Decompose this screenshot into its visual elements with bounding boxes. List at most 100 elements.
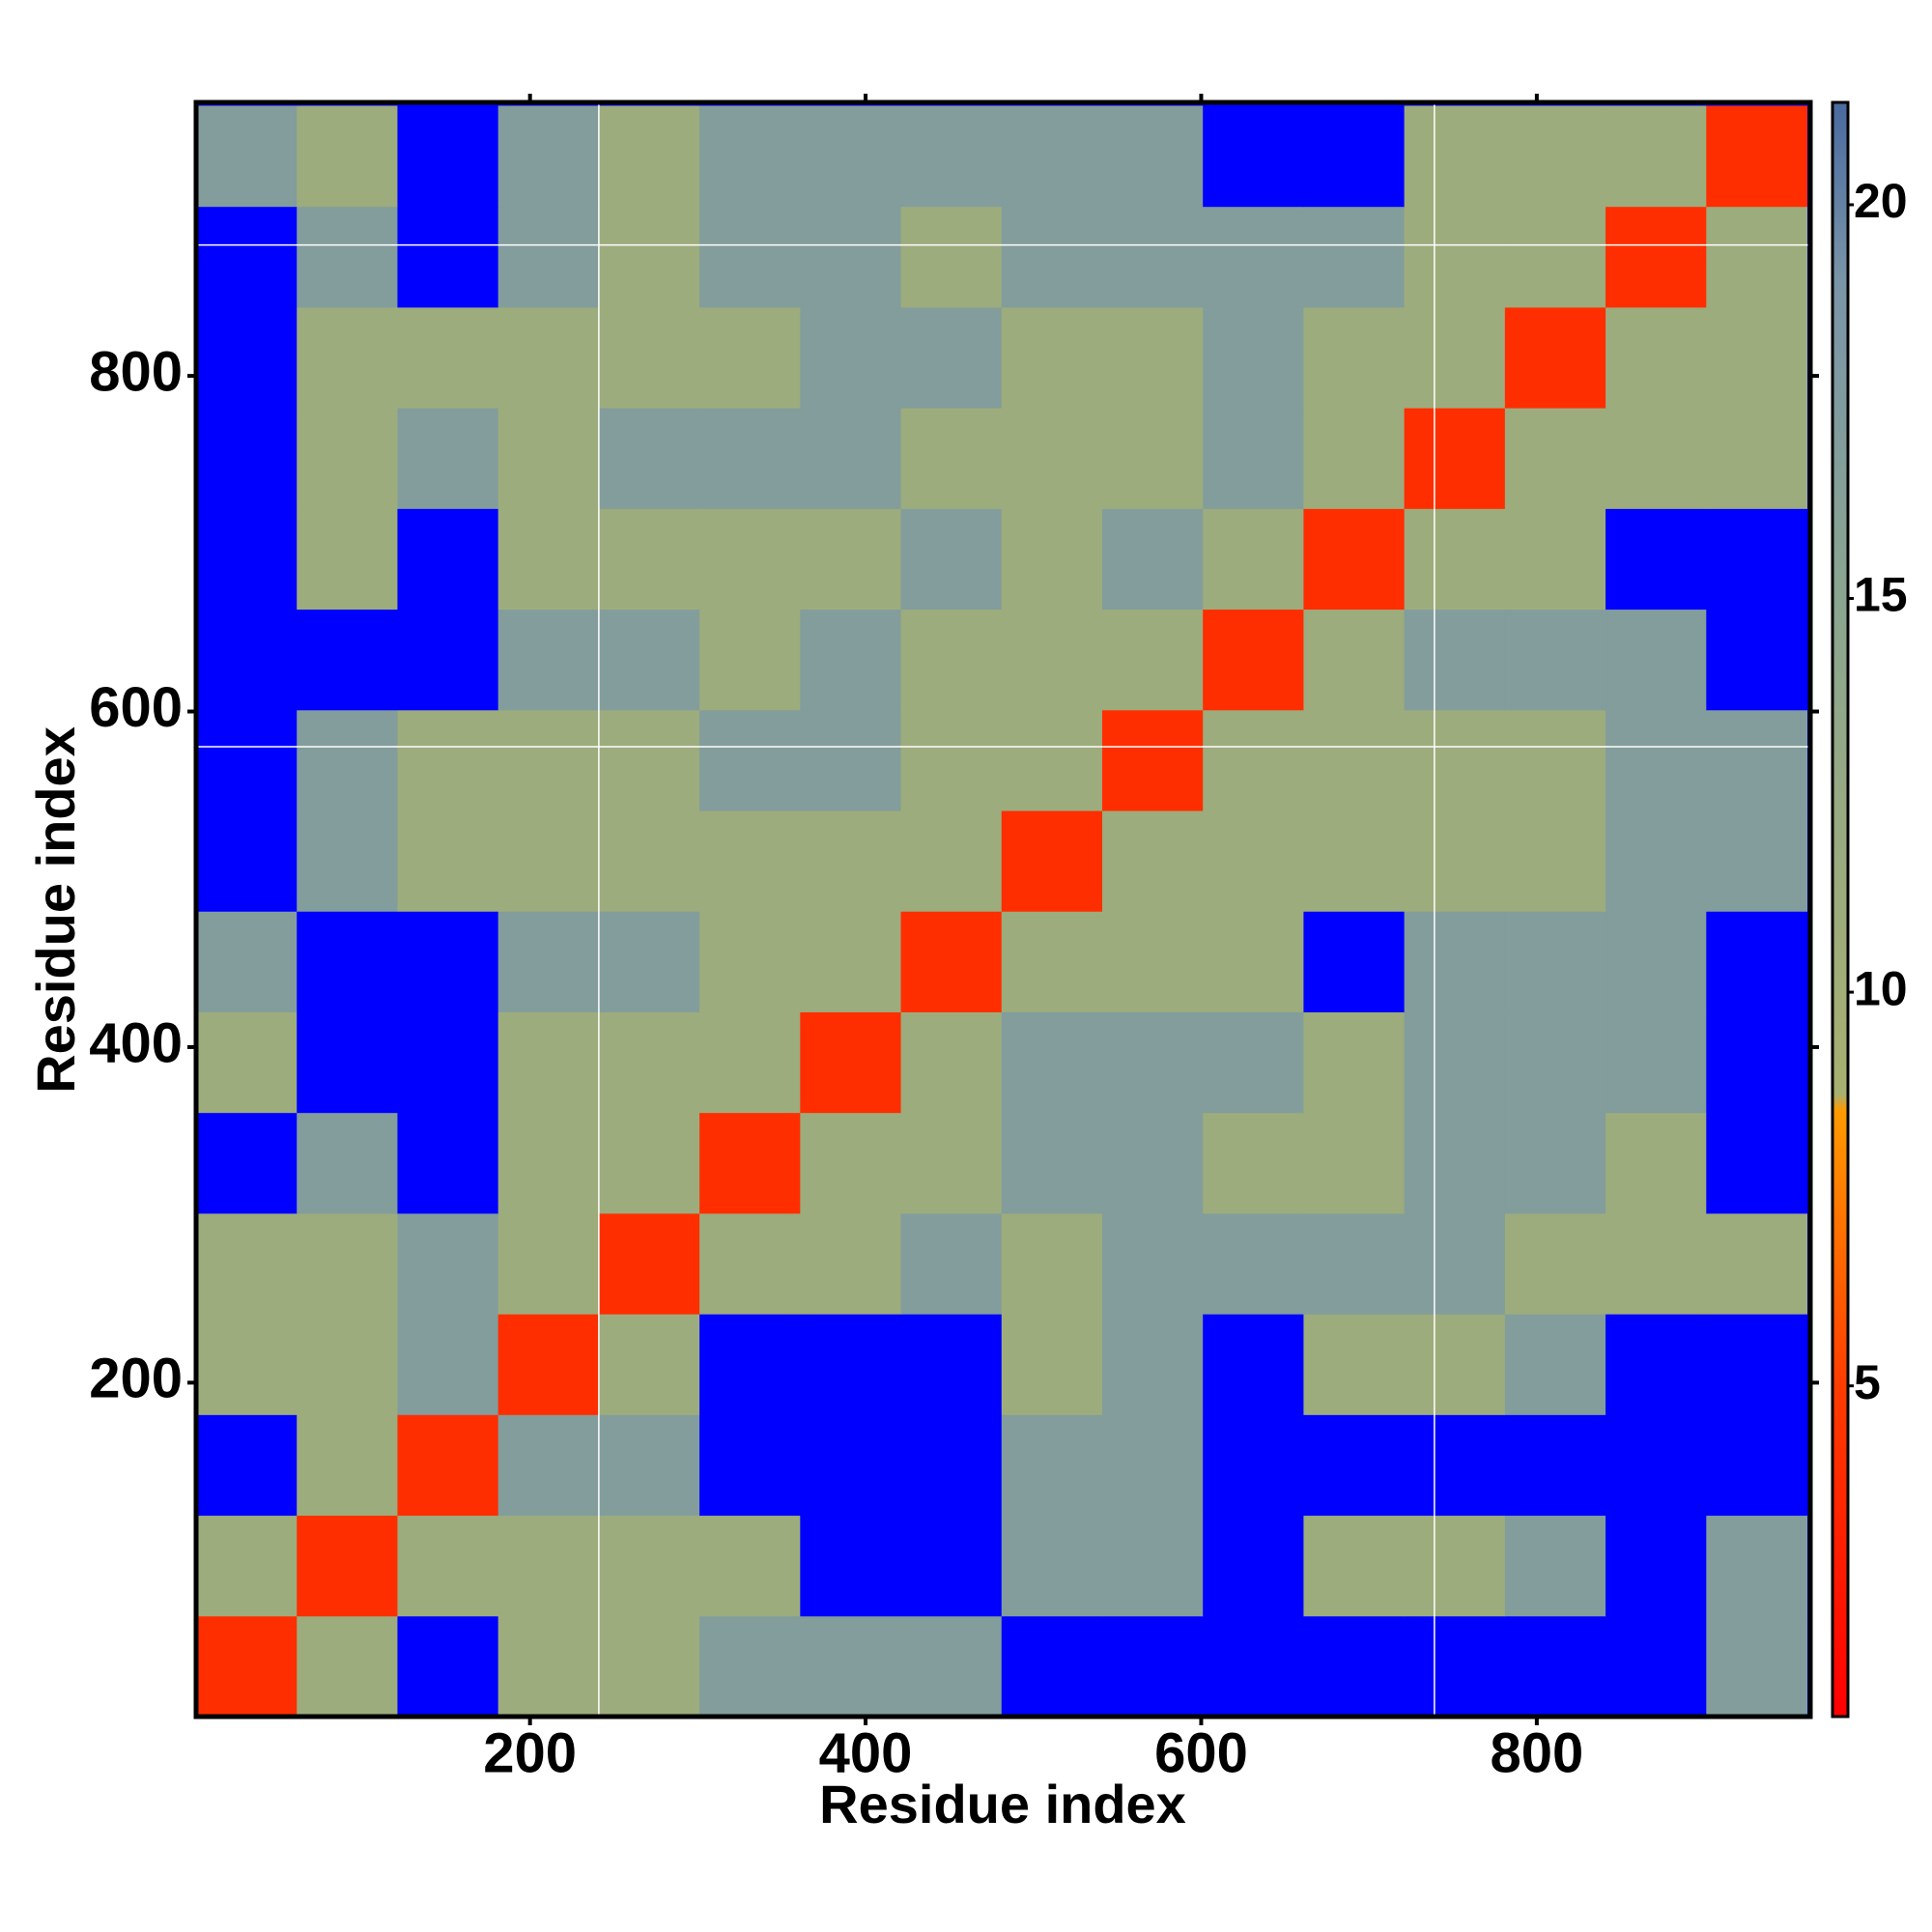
heatmap-cell: [1504, 1314, 1606, 1415]
heatmap-cell: [1504, 810, 1606, 912]
heatmap-cell: [196, 408, 298, 509]
heatmap-cell: [1001, 105, 1103, 208]
heatmap-cell: [297, 1615, 398, 1718]
heatmap-cell: [1504, 1615, 1606, 1718]
heatmap-cell: [900, 408, 1003, 509]
colorbar-tick-label: 15: [1854, 568, 1908, 622]
heatmap-cell: [397, 1112, 499, 1214]
heatmap-cell: [297, 105, 398, 208]
heatmap-cell: [1101, 1615, 1204, 1718]
heatmap-cell: [397, 306, 499, 409]
heatmap-cell: [598, 408, 700, 509]
heatmap-cell: [800, 810, 902, 912]
heatmap-cell: [497, 1414, 600, 1517]
heatmap-cell: [196, 1314, 298, 1415]
heatmap-cell: [1706, 306, 1808, 409]
heatmap-cell: [297, 1212, 398, 1315]
heatmap-cell: [1203, 1615, 1304, 1718]
heatmap-cell: [800, 306, 902, 409]
heatmap-cell: [598, 1515, 700, 1617]
heatmap-cell: [497, 306, 600, 409]
heatmap-cell: [699, 408, 801, 509]
heatmap-cell: [1706, 1212, 1808, 1315]
heatmap-cell: [196, 709, 298, 811]
heatmap-cell: [800, 508, 902, 611]
heatmap-cell: [1404, 206, 1506, 308]
y-tick-label: 600: [89, 676, 183, 739]
heatmap-cell: [497, 1314, 600, 1415]
heatmap-cell: [1101, 1212, 1204, 1315]
heatmap-cell: [497, 1011, 600, 1114]
heatmap-cell: [1504, 1414, 1606, 1517]
heatmap-cell: [900, 206, 1003, 308]
heatmap-cell: [1504, 1212, 1606, 1315]
heatmap-cell: [1203, 1414, 1304, 1517]
x-tick-label: 800: [1490, 1721, 1583, 1784]
heatmap-cell: [1404, 1112, 1506, 1214]
heatmap-cell: [1303, 1112, 1406, 1214]
heatmap-cell: [1101, 1314, 1204, 1415]
heatmap-cell: [397, 105, 499, 208]
colorbar-tick-label: 10: [1854, 961, 1908, 1015]
heatmap-cell: [1605, 206, 1707, 308]
heatmap-cell: [397, 1212, 499, 1315]
heatmap-cell: [800, 1515, 902, 1617]
heatmap-cell: [800, 1615, 902, 1718]
heatmap-cell: [297, 306, 398, 409]
heatmap-cell: [297, 206, 398, 308]
heatmap-cell: [1001, 1112, 1103, 1214]
heatmap-cell: [1404, 1212, 1506, 1315]
heatmap-cell: [598, 1615, 700, 1718]
plot-frame: [193, 99, 1813, 1719]
heatmap-cell: [1203, 1314, 1304, 1415]
heatmap-cell: [598, 508, 700, 611]
heatmap-cell: [297, 1011, 398, 1114]
heatmap-cell: [1001, 1314, 1103, 1415]
heatmap-cell: [1101, 1515, 1204, 1617]
heatmap-cell: [1203, 1112, 1304, 1214]
heatmap-cell: [699, 1414, 801, 1517]
heatmap-cell: [297, 810, 398, 912]
heatmap-cell: [1504, 709, 1606, 811]
heatmap-cell: [699, 105, 801, 208]
heatmap-cell: [1605, 306, 1707, 409]
heatmap-cell: [1101, 1112, 1204, 1214]
heatmap-cell: [699, 1112, 801, 1214]
heatmap-cell: [800, 105, 902, 208]
heatmap-cell: [1303, 1212, 1406, 1315]
heatmap-cell: [1404, 1615, 1506, 1718]
heatmap-cell: [598, 709, 700, 811]
heatmap-cell: [196, 1515, 298, 1617]
heatmap-cell: [1706, 1314, 1808, 1415]
heatmap-cell: [497, 1515, 600, 1617]
heatmap-cell: [297, 709, 398, 811]
heatmap-cell: [1001, 810, 1103, 912]
colorbar-tick-label: 20: [1854, 174, 1908, 228]
heatmap-cell: [1605, 1314, 1707, 1415]
heatmap-cell: [800, 1314, 902, 1415]
heatmap-cell: [1605, 1414, 1707, 1517]
heatmap-cell: [397, 1011, 499, 1114]
heatmap-cell: [1605, 1515, 1707, 1617]
heatmap-cell: [699, 1212, 801, 1315]
y-tick-label: 800: [89, 340, 183, 403]
heatmap-cell: [1203, 709, 1304, 811]
heatmap-cell: [1001, 709, 1103, 811]
heatmap-cell: [1101, 1011, 1204, 1114]
heatmap-cell: [1203, 306, 1304, 409]
heatmap-cell: [1706, 911, 1808, 1012]
heatmap-cell: [1303, 1615, 1406, 1718]
heatmap-cell: [598, 206, 700, 308]
heatmap-cell: [699, 609, 801, 711]
heatmap-cell: [900, 1011, 1003, 1114]
heatmap-cell: [1404, 105, 1506, 208]
heatmap-cell: [497, 609, 600, 711]
heatmap-cell: [1706, 206, 1808, 308]
heatmap-cell: [196, 508, 298, 611]
heatmap-cell: [1101, 508, 1204, 611]
x-tick-label: 600: [1154, 1721, 1248, 1784]
heatmap-cell: [900, 810, 1003, 912]
heatmap-cell: [397, 1414, 499, 1517]
colorbar-tick-label: 5: [1854, 1355, 1881, 1409]
